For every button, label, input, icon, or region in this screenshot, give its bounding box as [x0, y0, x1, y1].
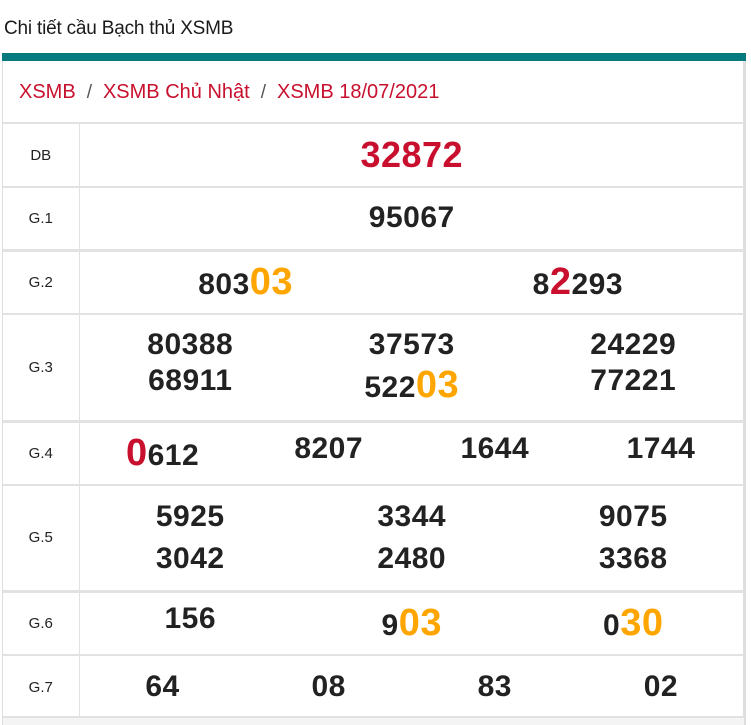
prize-number: 83 — [477, 670, 512, 703]
prize-number: 2480 — [377, 541, 447, 575]
prize-values: 80303 82293 — [79, 248, 744, 314]
prize-number: 95067 — [368, 201, 455, 235]
prize-label: G.3 — [3, 313, 80, 421]
breadcrumb-xsmb-chu-nhat[interactable]: XSMB Chủ Nhật — [102, 81, 250, 103]
prize-values: 32872 — [79, 122, 744, 187]
table-row-g2: G.2 80303 82293 — [3, 248, 744, 314]
highlight-digits: 03 — [398, 601, 442, 644]
breadcrumb: XSMB / XSMB Chủ Nhật / XSMB 18/07/2021 — [19, 81, 439, 104]
breadcrumb-xsmb[interactable]: XSMB — [19, 81, 76, 103]
prize-label: G.1 — [3, 186, 80, 250]
prize-values: 95067 — [79, 186, 744, 250]
prize-number: 08 — [311, 670, 346, 703]
prize-number: 9075 — [598, 499, 668, 533]
prize-number: 80388 — [147, 327, 234, 361]
table-row-g4: G.4 0612 8207 1644 1744 — [3, 419, 744, 485]
table-footer — [3, 716, 744, 725]
prize-number: 030 — [603, 601, 664, 644]
table-row-g1: G.1 95067 — [3, 186, 744, 250]
table-row-g5: G.5 5925 3344 9075 3042 2480 3368 — [3, 484, 744, 591]
prize-values: 64 08 83 02 — [79, 654, 744, 718]
prize-number: 77221 — [590, 363, 677, 397]
prize-number: 37573 — [368, 327, 455, 361]
prize-label: G.7 — [3, 654, 80, 718]
prize-number: 5925 — [155, 499, 225, 533]
page-title: Chi tiết cầu Bạch thủ XSMB — [4, 18, 234, 39]
prize-number: 68911 — [148, 363, 233, 397]
table-row-g7: G.7 64 08 83 02 — [3, 654, 744, 718]
prize-values: 5925 3344 9075 3042 2480 3368 — [79, 484, 744, 591]
prize-number: 64 — [145, 670, 180, 703]
prize-number: 156 — [164, 601, 217, 635]
table-row-g3: G.3 80388 37573 24229 68911 52203 77221 — [3, 313, 744, 421]
breadcrumb-separator: / — [260, 81, 266, 103]
highlight-digits: 0 — [125, 431, 148, 474]
prize-label: G.5 — [3, 484, 80, 591]
prize-number: 02 — [643, 670, 679, 703]
results-panel: XSMB / XSMB Chủ Nhật / XSMB 18/07/2021 D… — [2, 61, 746, 725]
prize-label: G.2 — [3, 248, 80, 314]
prize-values: 80388 37573 24229 68911 52203 77221 — [79, 313, 744, 421]
header-accent-bar — [2, 53, 746, 61]
highlight-digits: 03 — [415, 363, 460, 406]
prize-number: 3042 — [155, 541, 225, 575]
prize-label: DB — [3, 122, 80, 187]
prize-number: 3368 — [598, 541, 668, 575]
prize-number: 80303 — [198, 260, 294, 303]
prize-number: 0612 — [125, 431, 200, 474]
prize-number: 52203 — [364, 363, 460, 406]
prize-values: 0612 8207 1644 1744 — [79, 419, 744, 485]
prize-number: 903 — [381, 601, 442, 644]
prize-number: 1644 — [460, 431, 530, 465]
table-row-g6: G.6 156 903 030 — [3, 589, 744, 655]
highlight-digits: 2 — [549, 260, 572, 303]
results-table: DB 32872 G.1 95067 G.2 80303 82293 G.3 — [3, 122, 744, 718]
breadcrumb-separator: / — [86, 81, 92, 103]
highlight-digits: 30 — [620, 601, 664, 644]
prize-label: G.4 — [3, 419, 80, 485]
prize-number: 8207 — [294, 431, 364, 465]
table-row-db: DB 32872 — [3, 122, 744, 187]
special-prize-number: 32872 — [360, 134, 464, 175]
prize-values: 156 903 030 — [79, 589, 744, 655]
highlight-digits: 03 — [249, 260, 294, 303]
breadcrumb-xsmb-date[interactable]: XSMB 18/07/2021 — [276, 81, 440, 103]
prize-number: 82293 — [532, 260, 624, 303]
prize-number: 24229 — [590, 327, 677, 361]
prize-number: 3344 — [377, 499, 447, 533]
prize-number: 1744 — [626, 431, 696, 465]
prize-label: G.6 — [3, 589, 80, 655]
